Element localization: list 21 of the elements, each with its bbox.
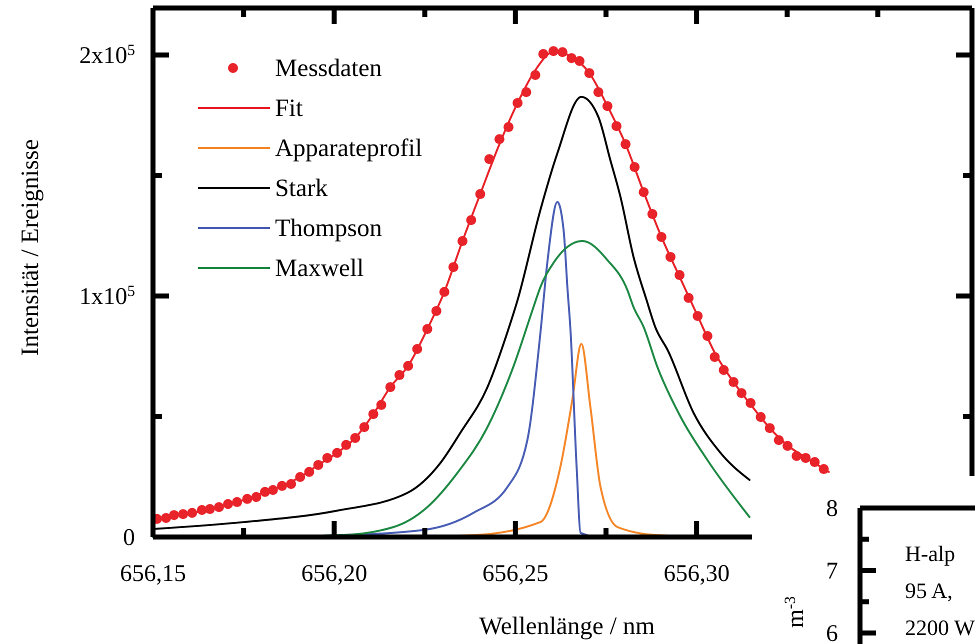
legend-label: Apparateprofil [275,135,422,162]
x-tick-label: 656,15 [120,561,186,587]
x-tick-label: 656,30 [664,561,730,587]
legend-label: Stark [275,175,328,202]
x-axis-title: Wellenlänge / nm [479,613,656,640]
text: 6 [826,621,838,644]
x-tick-label: 656,25 [482,561,548,587]
legend-label: Thompson [275,215,382,242]
annotation: 8 [826,496,838,522]
text: H-alp [905,541,956,566]
text: 2200 W [905,615,975,640]
x-tick-label: 656,20 [301,561,368,587]
text: 95 A, [905,578,953,603]
text: 7 [826,558,838,584]
y-tick-label: 1x10$^{5}$ [79,282,136,310]
legend-label: Maxwell [275,255,364,282]
y-tick-label: 2x10$^{5}$ [79,41,136,69]
legend-label: Fit [275,95,303,122]
y-axis-title: Intensität / Ereignisse [17,139,44,356]
y-tick-label: 0 [123,525,135,551]
legend-label: Messdaten [275,55,382,82]
